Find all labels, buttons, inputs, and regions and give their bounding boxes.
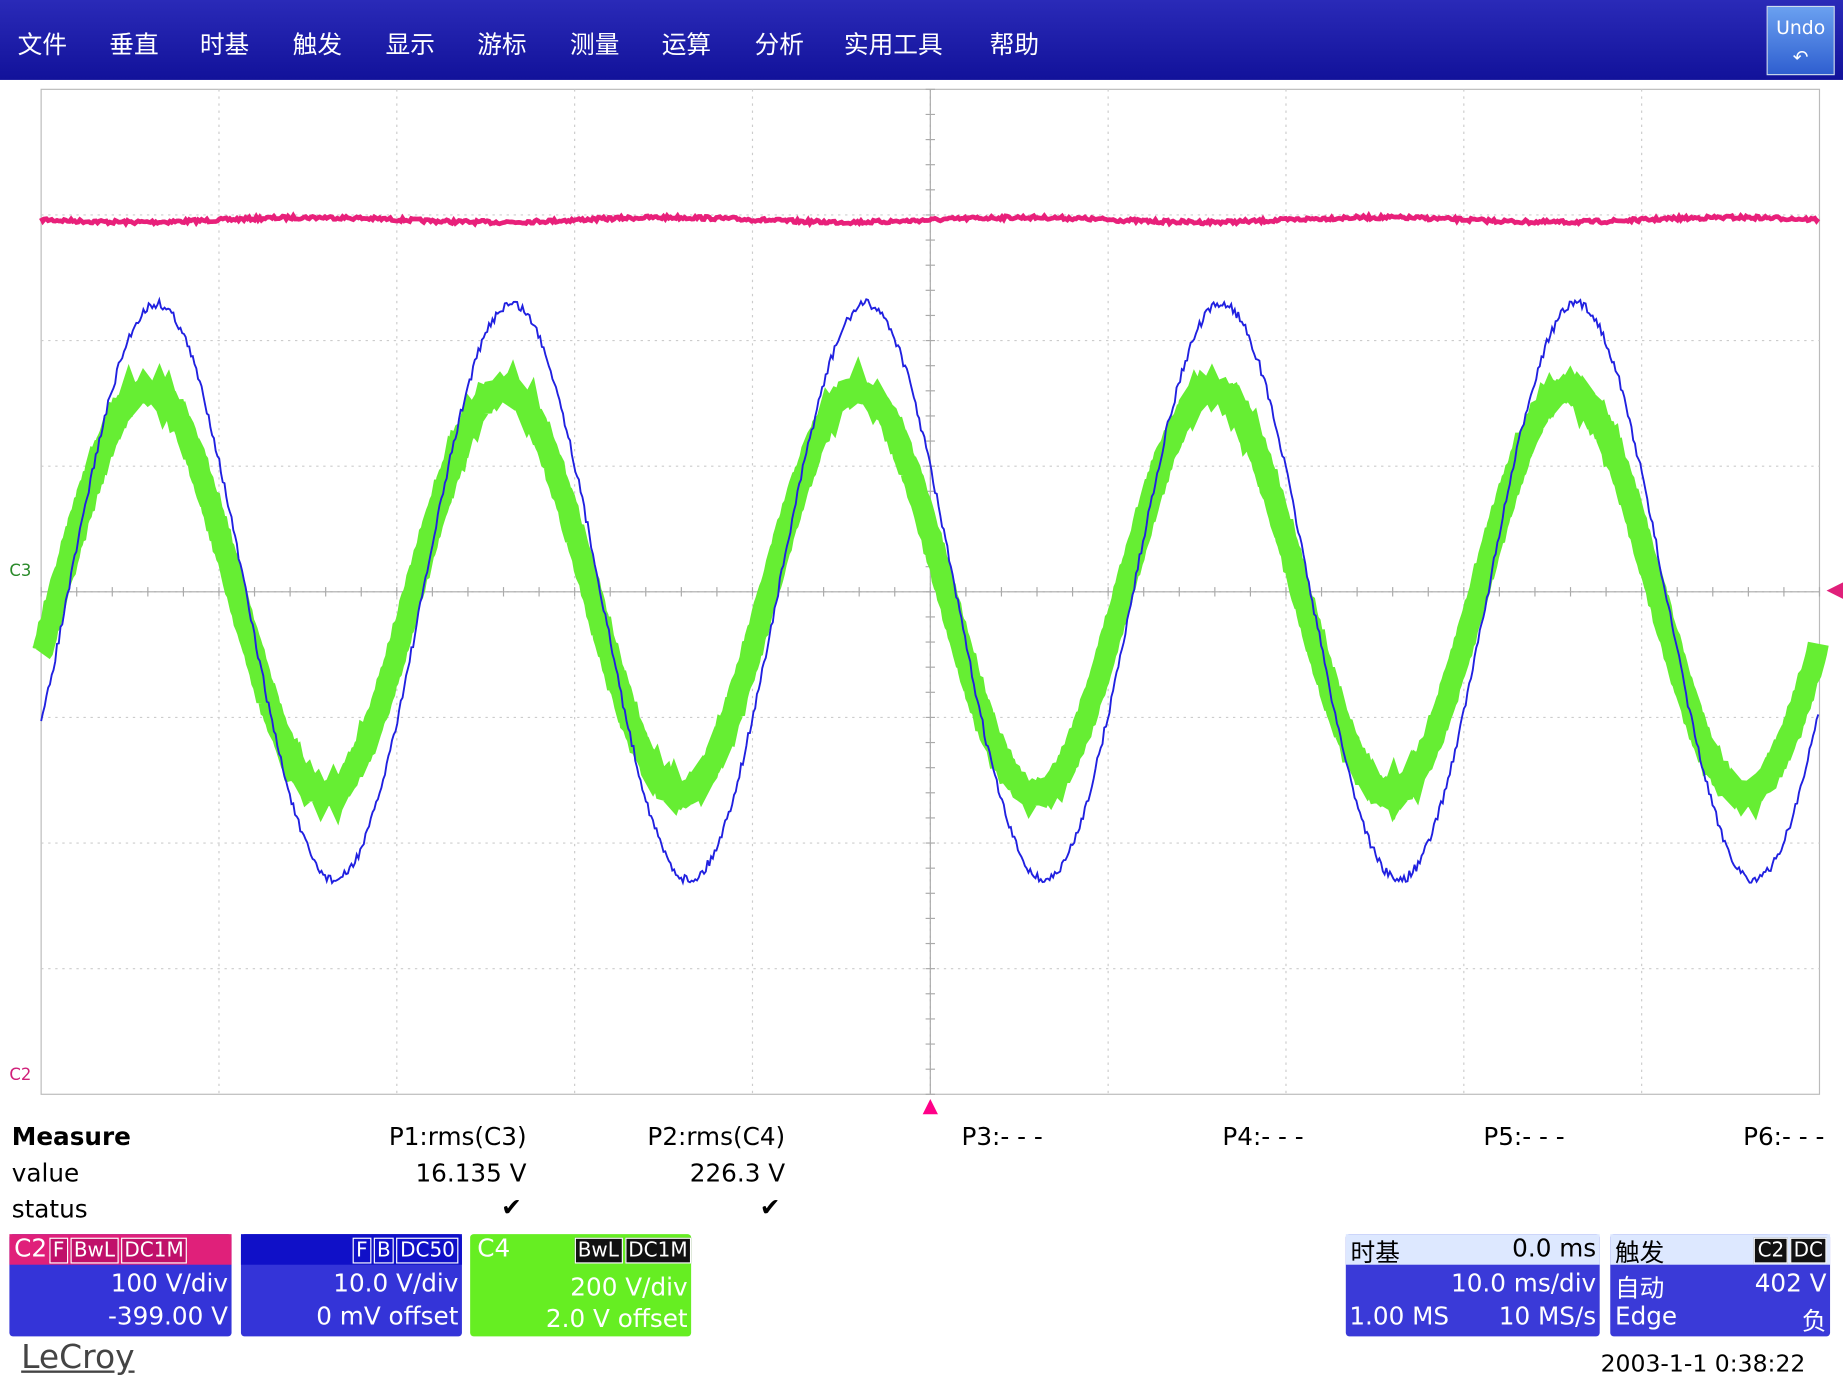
row-label: value [11, 1158, 80, 1188]
trigger-box[interactable]: 触发 C2 DC 自动 402 V Edge 负 [1610, 1234, 1831, 1337]
menu-item[interactable]: 帮助 [989, 30, 1040, 59]
param-status: ✔ [759, 1193, 781, 1222]
menu-item[interactable]: 测量 [570, 30, 620, 59]
timebase-box[interactable]: 时基 0.0 ms 10.0 ms/div 1.00 MS 10 MS/s [1345, 1234, 1600, 1337]
trigger-tag: C2 [1754, 1237, 1788, 1264]
undo-label: Undo [1776, 16, 1826, 39]
scope-display [32, 88, 1843, 1115]
trace-c3 [40, 296, 1820, 886]
trigger-kind: Edge [1614, 1302, 1678, 1331]
menu-item[interactable]: 文件 [17, 30, 67, 59]
timebase-per-div: 10.0 ms/div [1451, 1269, 1597, 1298]
trigger-level: 402 V [1754, 1269, 1827, 1298]
channel-tag: BwL [574, 1237, 623, 1264]
menu-item[interactable]: 垂直 [109, 30, 159, 59]
channel-tag: DC1M [120, 1237, 188, 1264]
channel-box[interactable]: F B DC50 10.0 V/div 0 mV offset [240, 1234, 462, 1337]
menu-item[interactable]: 游标 [477, 30, 527, 59]
row-label: status [11, 1195, 88, 1224]
measure-title: Measure [11, 1122, 131, 1151]
menu-item[interactable]: 触发 [292, 30, 343, 59]
param-name: P3:- - - [961, 1122, 1043, 1151]
param-value: 16.135 V [415, 1158, 527, 1188]
trigger-mode: 自动 [1614, 1274, 1665, 1303]
param-status: ✔ [501, 1193, 522, 1222]
undo-button[interactable]: Undo ↶ [1766, 5, 1835, 76]
param-name: P1:rms(C3) [388, 1122, 527, 1151]
channel-scale: 200 V/div [570, 1272, 688, 1302]
channel-offset: 0 mV offset [316, 1302, 459, 1331]
timestamp: 2003-1-1 0:38:22 [1600, 1349, 1806, 1378]
channel-box[interactable]: C2 F BwL DC1M 100 V/div -399.00 V [9, 1234, 232, 1337]
c2-marker: C2 [9, 1066, 32, 1085]
channel-tag: DC50 [396, 1237, 459, 1264]
param-name: P2:rms(C4) [647, 1122, 786, 1151]
param-name: P4:- - - [1222, 1122, 1304, 1151]
menu-item[interactable]: 实用工具 [843, 30, 943, 59]
brand: LeCroy [21, 1337, 135, 1377]
channel-offset: -399.00 V [108, 1302, 229, 1331]
timebase-title: 时基 [1350, 1238, 1400, 1268]
channel-name: C4 [477, 1234, 511, 1263]
timebase-samples: 1.00 MS [1349, 1302, 1450, 1331]
channel-scale: 10.0 V/div [333, 1269, 459, 1298]
trigger-marker [922, 1098, 938, 1115]
channel-scale: 100 V/div [110, 1269, 229, 1298]
channel-tag: B [373, 1237, 395, 1264]
param-name: P6:- - - [1743, 1122, 1825, 1151]
trace-c2 [39, 210, 1821, 229]
param-value: 226.3 V [689, 1158, 786, 1188]
trigger-title: 触发 [1614, 1238, 1665, 1268]
timebase-delay: 0.0 ms [1512, 1234, 1597, 1263]
menu-item[interactable]: 分析 [754, 30, 804, 59]
timebase-rate: 10 MS/s [1498, 1302, 1597, 1331]
menu-bar [0, 0, 1843, 80]
channel-name: C2 [14, 1234, 48, 1263]
trigger-slope: 负 [1801, 1307, 1827, 1336]
channel-tag: DC1M [624, 1237, 692, 1264]
channel-tag: F [49, 1237, 68, 1264]
param-name: P5:- - - [1483, 1122, 1565, 1151]
trigger-tag: DC [1790, 1237, 1827, 1264]
channel-box[interactable]: C4 BwL DC1M 200 V/div 2.0 V offset [470, 1234, 692, 1337]
channel-offset: 2.0 V offset [545, 1304, 688, 1333]
trace-c4 [32, 356, 1829, 826]
level-marker [1826, 582, 1843, 599]
channel-tag: F [352, 1237, 372, 1264]
channel-tag: BwL [70, 1237, 119, 1264]
menu-item[interactable]: 时基 [199, 30, 250, 59]
c3-marker: C3 [9, 561, 32, 581]
menu-item[interactable]: 运算 [661, 30, 712, 59]
menu-item[interactable]: 显示 [385, 30, 435, 59]
